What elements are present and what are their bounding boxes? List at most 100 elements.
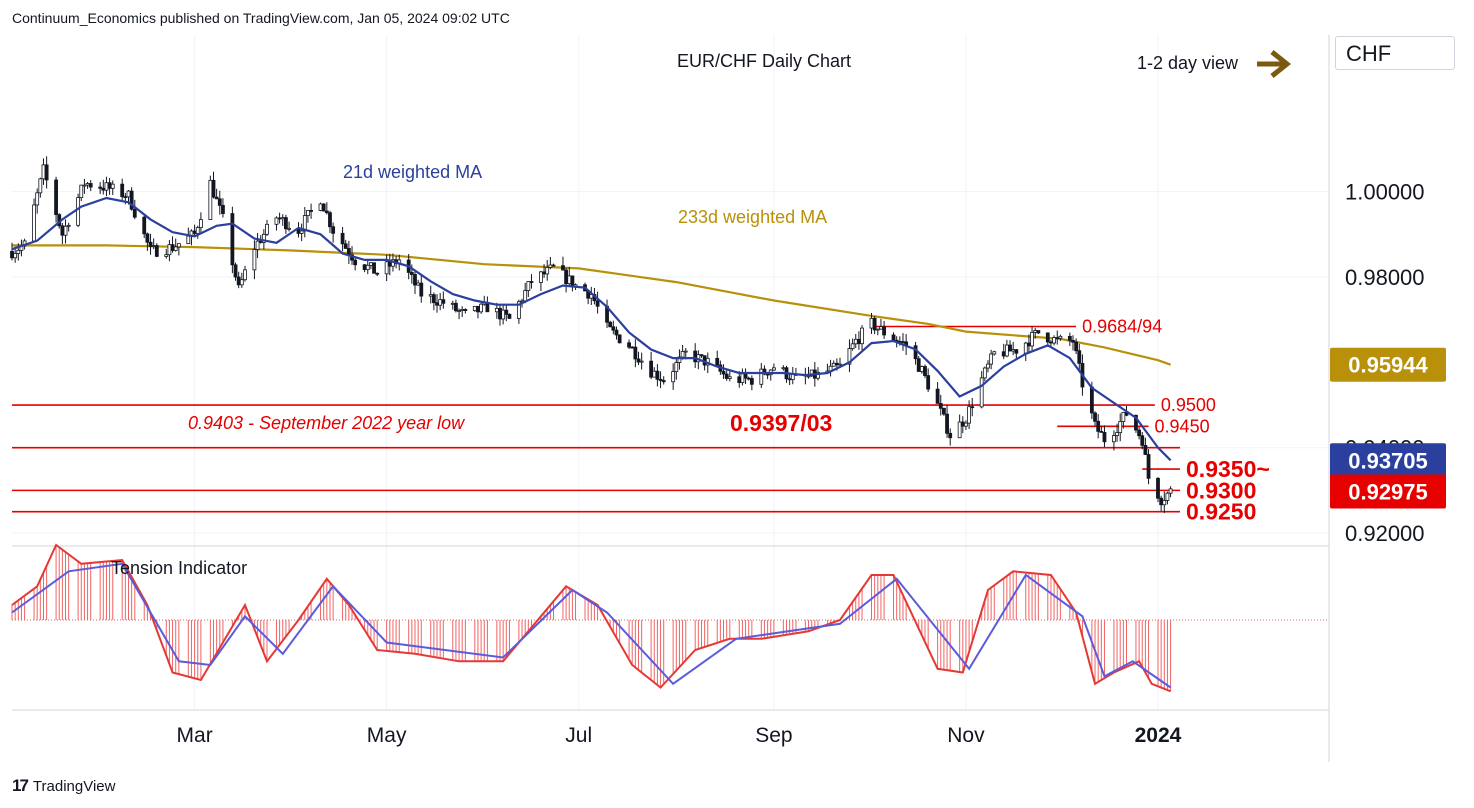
candle-body bbox=[409, 272, 414, 275]
candle bbox=[759, 363, 764, 388]
candle-body bbox=[230, 213, 235, 266]
candle bbox=[771, 363, 776, 371]
candle bbox=[353, 258, 358, 271]
candle-body bbox=[740, 373, 745, 383]
candle bbox=[1096, 414, 1101, 439]
candle bbox=[82, 178, 87, 194]
candle bbox=[992, 350, 997, 356]
candle-body bbox=[551, 264, 556, 267]
price-badge: 0.92975 bbox=[1330, 474, 1446, 509]
candle-body bbox=[614, 329, 619, 336]
candle-body bbox=[1055, 337, 1060, 340]
candle-body bbox=[38, 178, 43, 194]
candle-body bbox=[501, 309, 506, 320]
candle-body bbox=[901, 341, 905, 343]
candle-body bbox=[1165, 492, 1170, 501]
candle bbox=[652, 367, 657, 378]
candle-body bbox=[715, 357, 720, 366]
candle bbox=[926, 368, 931, 393]
candle-body bbox=[239, 279, 244, 286]
candle bbox=[463, 308, 468, 314]
candle bbox=[790, 366, 795, 385]
candle-body bbox=[938, 403, 943, 409]
candle-body bbox=[438, 299, 443, 306]
candle-body bbox=[372, 262, 376, 274]
candle-body bbox=[265, 223, 269, 235]
candle bbox=[419, 274, 424, 303]
candle-body bbox=[1112, 435, 1116, 443]
candle bbox=[1011, 341, 1016, 356]
candle bbox=[507, 313, 512, 319]
candle-body bbox=[365, 264, 370, 271]
candle bbox=[472, 305, 477, 312]
level-label: 0.9500 bbox=[1161, 395, 1216, 415]
candle-body bbox=[853, 338, 858, 345]
candle bbox=[614, 326, 619, 340]
candle-body bbox=[198, 219, 203, 229]
y-tick-label: 0.98000 bbox=[1345, 265, 1425, 290]
candle bbox=[935, 382, 940, 404]
candle-body bbox=[526, 281, 531, 291]
candle bbox=[1159, 495, 1164, 511]
candle-body bbox=[126, 190, 131, 198]
candle-body bbox=[838, 363, 842, 366]
candle-body bbox=[806, 375, 811, 378]
candle-body bbox=[680, 351, 685, 358]
candle bbox=[942, 407, 946, 416]
price-badge-label: 0.95944 bbox=[1348, 353, 1428, 378]
candle bbox=[882, 320, 886, 339]
candle bbox=[919, 365, 924, 374]
candle bbox=[331, 222, 336, 243]
ma233-layer bbox=[12, 244, 1171, 366]
candle bbox=[1102, 425, 1107, 448]
price-badge-box bbox=[1330, 474, 1446, 509]
candle bbox=[743, 368, 748, 385]
candle-body bbox=[176, 243, 181, 248]
candle-body bbox=[661, 380, 666, 383]
candle-body bbox=[935, 388, 940, 404]
candle bbox=[746, 376, 751, 381]
candle bbox=[173, 238, 178, 252]
candle-body bbox=[154, 245, 159, 257]
candle-body bbox=[847, 348, 852, 365]
candle-body bbox=[545, 267, 550, 275]
candle-body bbox=[431, 294, 436, 304]
candle bbox=[901, 333, 905, 351]
candle-body bbox=[1162, 500, 1167, 506]
candle-body bbox=[299, 230, 304, 234]
currency-selector[interactable]: CHF bbox=[1335, 36, 1455, 70]
candle bbox=[154, 243, 159, 258]
candle-body bbox=[1115, 432, 1119, 436]
candle bbox=[715, 350, 720, 367]
candle-body bbox=[923, 366, 927, 376]
candle bbox=[450, 300, 455, 310]
candle bbox=[948, 428, 953, 446]
candle bbox=[13, 246, 18, 263]
candle-body bbox=[463, 309, 468, 311]
x-tick-label: Nov bbox=[947, 724, 985, 747]
candle bbox=[120, 178, 125, 200]
candle bbox=[781, 365, 786, 371]
candle-body bbox=[564, 269, 569, 285]
ma21-layer bbox=[11, 196, 1172, 462]
y-tick-label: 0.92000 bbox=[1345, 521, 1425, 546]
candle bbox=[595, 291, 600, 314]
level-line-group: 0.9500 bbox=[12, 395, 1216, 415]
candle bbox=[1014, 348, 1019, 360]
candle bbox=[787, 373, 792, 386]
candle-body bbox=[170, 244, 175, 251]
right-arrow-icon bbox=[1257, 50, 1292, 78]
chart-title: EUR/CHF Daily Chart bbox=[677, 51, 851, 71]
candle bbox=[214, 188, 219, 200]
candle-body bbox=[346, 248, 351, 256]
candle bbox=[148, 233, 153, 255]
candle bbox=[847, 339, 852, 373]
candle bbox=[828, 359, 833, 377]
candle bbox=[989, 349, 994, 370]
candle-body bbox=[882, 326, 886, 336]
candle-body bbox=[60, 225, 65, 236]
candle bbox=[284, 214, 288, 234]
candle-body bbox=[340, 232, 345, 245]
